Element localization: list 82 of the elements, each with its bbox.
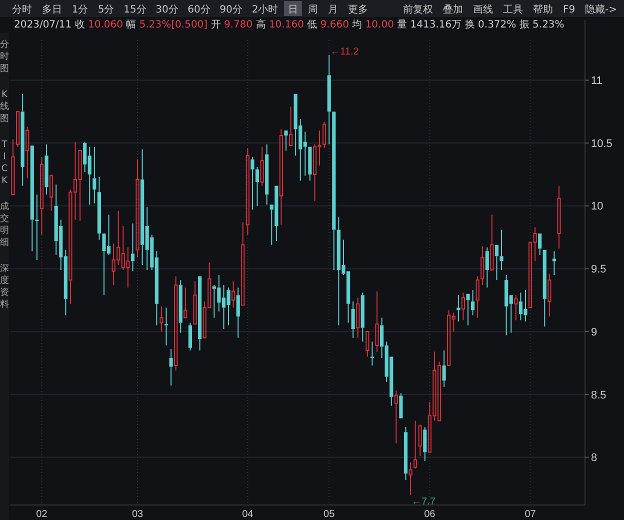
candlestick: [471, 290, 475, 316]
candlestick: [485, 246, 489, 288]
y-tick-label: 8: [591, 452, 598, 464]
text: 15分: [124, 4, 146, 16]
text: K线图: [0, 90, 9, 124]
text: 更多: [348, 4, 368, 16]
text: 画线: [473, 4, 493, 16]
text: 30分: [156, 4, 178, 16]
text: 月: [328, 4, 338, 16]
text: TICK: [0, 140, 9, 186]
candlestick: [44, 144, 48, 196]
candlestick: [136, 158, 140, 258]
x-tick-label: 04: [242, 509, 254, 520]
candlestick: [178, 280, 182, 334]
x-tick-label: 07: [524, 509, 536, 520]
candlestick: [557, 185, 561, 250]
text: 隐藏->: [585, 4, 617, 16]
candlestick: [442, 350, 446, 388]
y-tick-label: 10.5: [591, 138, 612, 150]
candlestick: [370, 341, 374, 366]
candlestick: [250, 156, 254, 210]
candlestick: [35, 194, 39, 260]
candlestick: [232, 280, 236, 308]
candlestick: [356, 297, 360, 338]
y-tick-label: 11: [591, 75, 602, 88]
candlestick: [188, 322, 192, 351]
text: 成交明细: [0, 201, 9, 248]
y-tick-label: 9: [591, 326, 598, 338]
x-tick-label: 02: [36, 509, 48, 520]
candlestick: [260, 146, 264, 186]
candlestick: [514, 294, 518, 321]
text: 工具: [503, 4, 523, 16]
chart-title: 2023/07/11 收 10.060 幅 5.23%[0.500] 开 9.780 高 10.160 低 9.660 均 10.00 量 1413.16万 换 0.372% 振 5.23%: [14, 20, 564, 30]
candlestick: [408, 462, 412, 496]
candlestick: [279, 128, 284, 226]
candlestick: [404, 426, 408, 480]
candlestick: [26, 126, 30, 179]
candlestick: [160, 306, 164, 332]
text: 90分: [220, 4, 242, 16]
candlestick: [236, 287, 240, 338]
text: 前复权: [403, 4, 433, 16]
candlestick: [255, 166, 260, 206]
text: 帮助: [533, 4, 553, 16]
candlestick: [20, 94, 24, 186]
candlestick: [423, 426, 427, 462]
candlestick: [174, 276, 178, 372]
annotation: ←11.2: [330, 46, 360, 58]
text: F9: [562, 4, 576, 16]
candlestick: [552, 250, 556, 276]
y-tick-label: 8.5: [591, 389, 606, 402]
candlestick: [461, 292, 466, 321]
candlestick: [164, 307, 168, 346]
candlestick: [360, 292, 364, 342]
candlestick: [169, 348, 173, 386]
candlestick: [265, 144, 269, 206]
x-tick-label: 03: [132, 509, 144, 520]
text: 1分: [72, 4, 88, 16]
candlestick: [394, 390, 398, 444]
x-tick-label: 06: [424, 509, 436, 520]
y-tick-label: 9.5: [591, 264, 606, 276]
candlestick: [500, 229, 504, 270]
candlestick: [246, 148, 250, 236]
candlestick: [97, 176, 101, 240]
candlestick: [40, 156, 44, 236]
text: 深度资料: [0, 263, 9, 310]
text: 日: [288, 4, 298, 16]
candlestick: [327, 54, 331, 145]
text: 60分: [188, 4, 210, 16]
text: 分时: [12, 4, 32, 16]
text: 周: [308, 4, 318, 16]
x-tick-label: 05: [324, 509, 336, 520]
candlestick: [351, 300, 355, 338]
candlestick: [92, 146, 96, 204]
text: 叠加: [443, 4, 463, 16]
text: 5分: [98, 4, 114, 16]
y-tick-label: 10: [591, 200, 604, 213]
annotation: ←7.7: [412, 496, 436, 508]
text: 分时图: [0, 39, 9, 74]
candlestick: [456, 294, 460, 322]
text: 多日: [42, 4, 62, 16]
candlestick: [130, 222, 135, 272]
text: 2小时: [252, 4, 278, 16]
